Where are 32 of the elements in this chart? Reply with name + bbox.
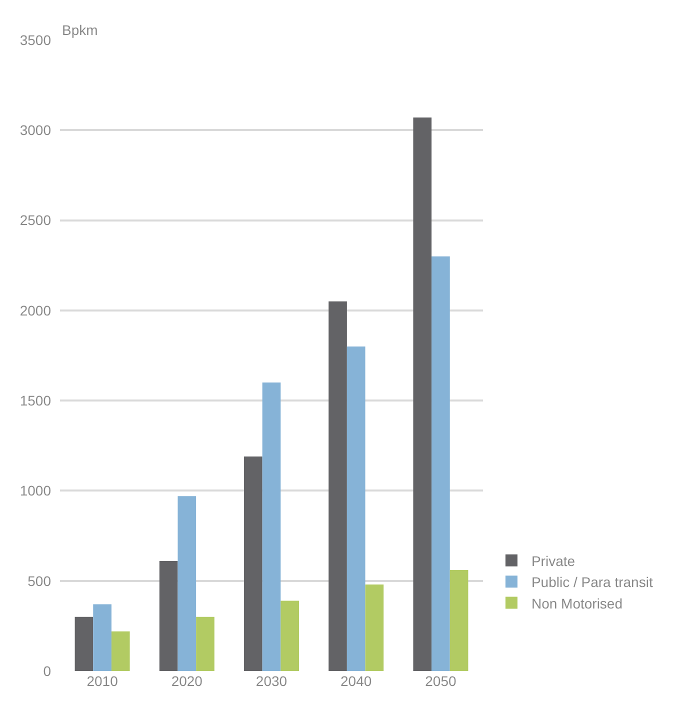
y-axis-title: Bpkm: [62, 22, 98, 38]
x-tick-label: 2020: [171, 673, 203, 689]
bar: [346, 346, 366, 671]
y-tick-label: 0: [43, 662, 52, 679]
x-tick-label: 2010: [86, 673, 118, 689]
bar: [328, 301, 347, 671]
bar: [244, 456, 262, 671]
y-tick-label: 500: [28, 572, 52, 589]
y-tick-label: 1000: [20, 482, 52, 499]
y-tick-label: 2500: [20, 212, 52, 228]
bar: [111, 631, 130, 671]
legend-label: Public / Para transit: [531, 574, 653, 590]
x-tick-label: 2050: [425, 673, 456, 689]
legend-label: Non Motorised: [531, 595, 623, 612]
bar: [262, 382, 281, 671]
bar: [159, 561, 178, 671]
bar: [74, 616, 94, 671]
bar: [365, 584, 384, 671]
bar: [432, 256, 450, 671]
legend-label: Private: [531, 552, 576, 569]
bar: [450, 570, 468, 671]
y-tick-label: 1500: [20, 392, 52, 408]
y-tick-label: 3000: [20, 122, 52, 138]
x-tick-label: 2040: [340, 673, 372, 689]
bar: [413, 118, 432, 671]
y-tick-label: 3500: [20, 32, 52, 48]
bar: [196, 616, 214, 671]
y-tick-label: 2000: [20, 302, 52, 318]
bar: [93, 604, 112, 671]
bar: [280, 600, 299, 671]
x-tick-label: 2030: [256, 673, 288, 689]
bar: [178, 496, 196, 671]
